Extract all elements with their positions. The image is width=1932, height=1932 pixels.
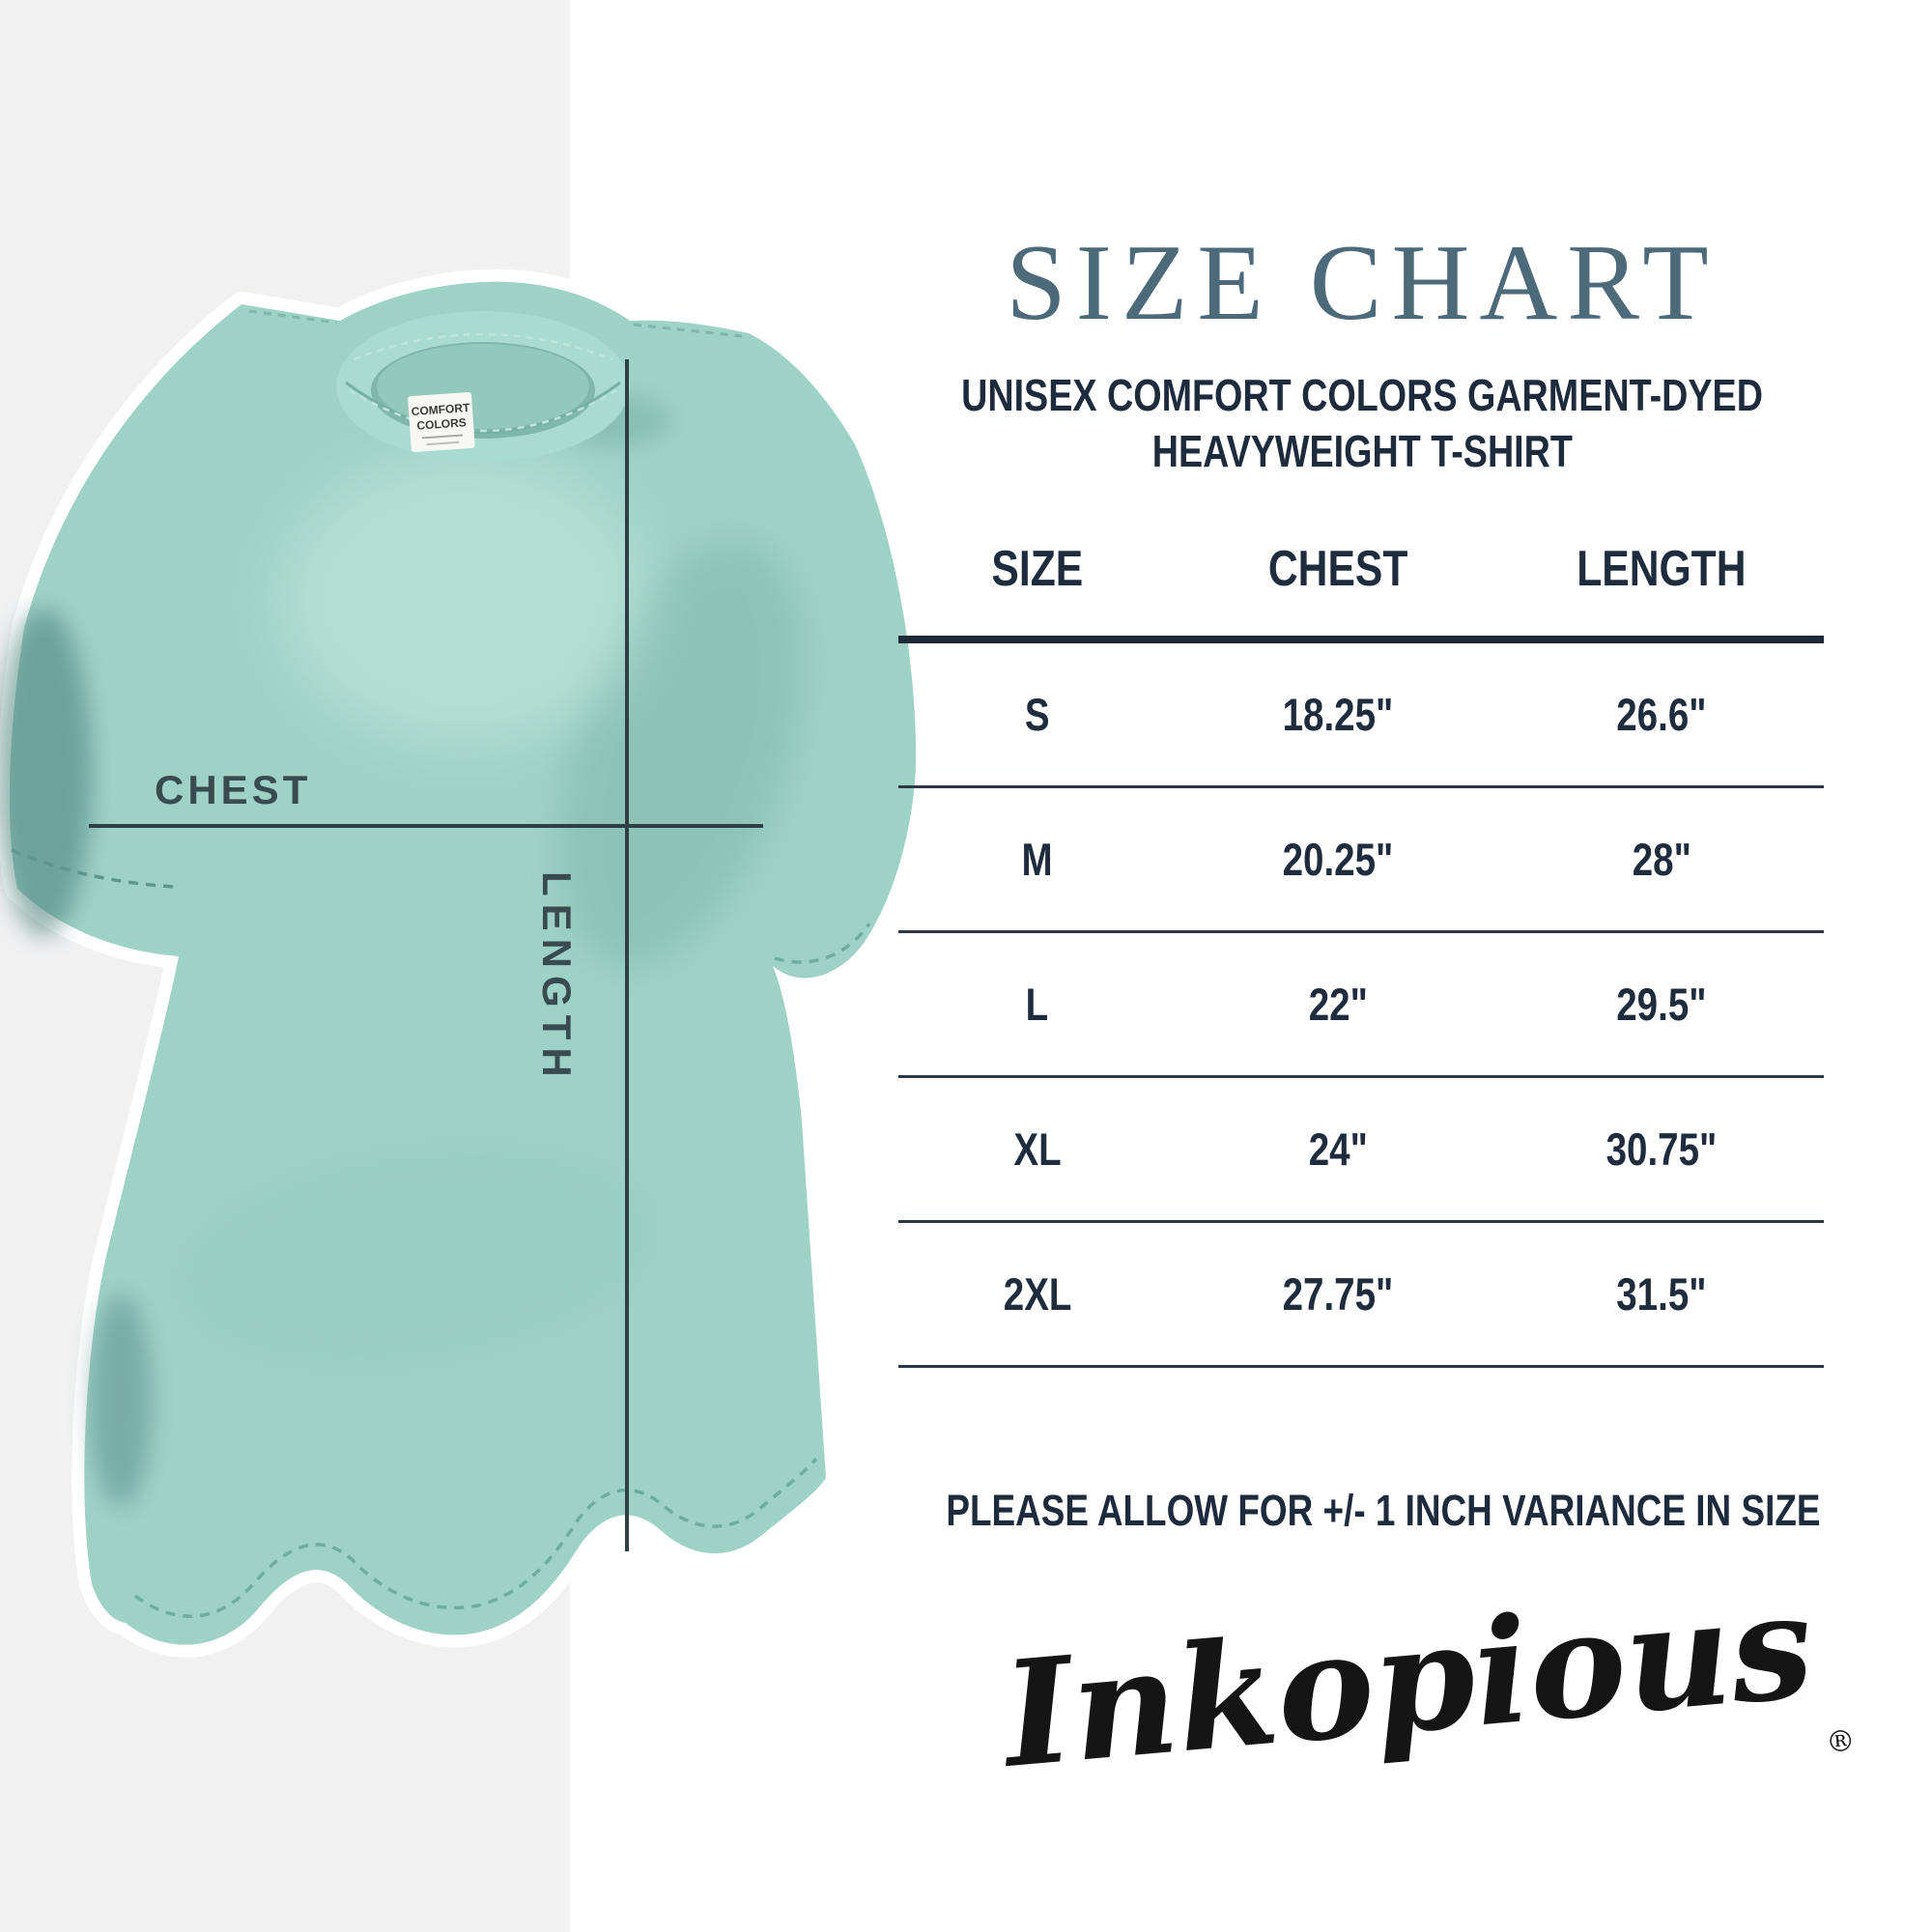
tag-brand-line1: COMFORT [411, 401, 470, 418]
cell-length: 26.6" [1616, 689, 1707, 740]
chest-measure-label: CHEST [155, 767, 312, 812]
column-header-chest: CHEST [1267, 541, 1408, 597]
cell-chest: 27.75" [1282, 1268, 1394, 1320]
cell-chest: 24" [1308, 1123, 1368, 1175]
shirt-shading-fold [90, 1294, 152, 1507]
size-table-header: SIZE CHEST LENGTH [898, 502, 1824, 643]
collar-inside-back [377, 344, 589, 429]
shirt-highlight-chest [280, 454, 647, 744]
cell-length: 30.75" [1605, 1123, 1718, 1175]
tshirt-photo: COMFORT COLORS [0, 281, 917, 1645]
shoulder-seam-left [248, 309, 337, 325]
page-subtitle: UNISEX COMFORT COLORS GARMENT-DYED HEAVY… [802, 367, 1922, 479]
tag-brand-line2: COLORS [416, 415, 467, 433]
cell-chest: 18.25" [1282, 689, 1394, 740]
size-table: SIZE CHEST LENGTH S 18.25" 26.6" M 20.25… [898, 502, 1824, 1368]
cell-chest: 20.25" [1282, 834, 1394, 885]
collar-seam [345, 381, 621, 435]
cell-size: M [1021, 834, 1053, 885]
shirt-shading-lower [175, 1145, 656, 1367]
length-measure-label: LENGTH [534, 871, 580, 1085]
table-row-s: S 18.25" 26.6" [898, 643, 1824, 788]
cell-size: XL [1013, 1123, 1062, 1175]
page-title: SIZE CHART [1006, 223, 1719, 343]
brand-logo: Inkopious ® [997, 1560, 1856, 1831]
cell-size: S [1024, 689, 1050, 740]
right-cuff-stitch [774, 923, 871, 964]
shoulder-seam-right [633, 323, 743, 338]
cell-length: 31.5" [1616, 1268, 1707, 1320]
hem-stitch [133, 1457, 818, 1618]
column-header-length: LENGTH [1577, 541, 1747, 597]
shirt-shading-left [0, 609, 92, 937]
table-row-2xl: 2XL 27.75" 31.5" [898, 1223, 1824, 1368]
variance-note: PLEASE ALLOW FOR +/- 1 INCH VARIANCE IN … [850, 1486, 1874, 1536]
table-row-m: M 20.25" 28" [898, 788, 1824, 933]
neck-tag: COMFORT COLORS [408, 391, 475, 453]
table-row-xl: XL 24" 30.75" [898, 1078, 1824, 1223]
collar-seam-stitch [349, 388, 617, 433]
subtitle-line2: HEAVYWEIGHT T-SHIRT [1151, 426, 1573, 476]
registered-trademark-icon: ® [1824, 1723, 1857, 1761]
collar-top-stitch [353, 332, 613, 361]
subtitle-line1: UNISEX COMFORT COLORS GARMENT-DYED [961, 370, 1763, 420]
table-row-l: L 22" 29.5" [898, 933, 1824, 1078]
cell-chest: 22" [1308, 979, 1368, 1030]
cell-size: L [1025, 979, 1049, 1030]
cell-size: 2XL [1003, 1268, 1072, 1320]
cell-length: 28" [1632, 834, 1691, 885]
left-cuff-stitch [11, 848, 177, 889]
brand-logo-text: Inkopious [997, 1560, 1820, 1801]
cell-length: 29.5" [1616, 979, 1707, 1030]
column-header-size: SIZE [991, 541, 1084, 597]
variance-note-text: PLEASE ALLOW FOR +/- 1 INCH VARIANCE IN … [946, 1486, 1821, 1535]
